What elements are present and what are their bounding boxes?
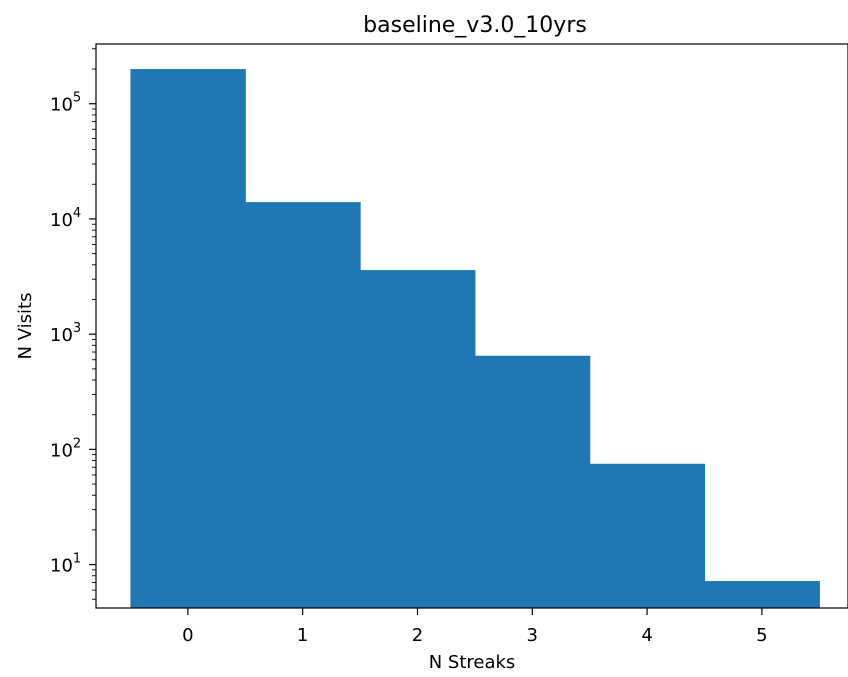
y-tick-label: 105 [50, 91, 81, 116]
y-tick-exponent: 4 [73, 206, 81, 221]
y-tick-label: 102 [50, 436, 81, 461]
x-tick-label: 4 [641, 625, 652, 646]
y-tick-exponent: 2 [73, 436, 81, 451]
y-tick-label: 103 [50, 321, 81, 346]
x-tick-label: 2 [412, 625, 423, 646]
histogram-bar [474, 355, 591, 608]
y-ticks-group: 101 102 103 104 105 [50, 48, 96, 600]
x-tick-label: 1 [297, 625, 308, 646]
x-axis-label: N Streaks [429, 652, 516, 673]
y-tick-label: 101 [50, 552, 81, 577]
histogram-bar [589, 463, 706, 608]
x-tick-label: 5 [756, 625, 767, 646]
bars-group [130, 69, 820, 608]
histogram-bar [130, 69, 246, 608]
y-tick-label: 104 [50, 206, 81, 231]
x-ticks-group: 0 1 2 3 4 5 [182, 608, 768, 646]
histogram-bar [245, 202, 361, 608]
chart-title: baseline_v3.0_10yrs [363, 13, 587, 38]
histogram-bar [360, 270, 476, 608]
x-tick-label: 0 [182, 625, 193, 646]
y-axis-label: N Visits [15, 293, 36, 360]
axes-frame [95, 43, 848, 609]
y-tick-exponent: 3 [73, 321, 81, 336]
x-tick-label: 3 [527, 625, 538, 646]
y-tick-exponent: 5 [73, 91, 81, 106]
histogram-bar [704, 581, 820, 608]
y-tick-exponent: 1 [73, 552, 81, 567]
